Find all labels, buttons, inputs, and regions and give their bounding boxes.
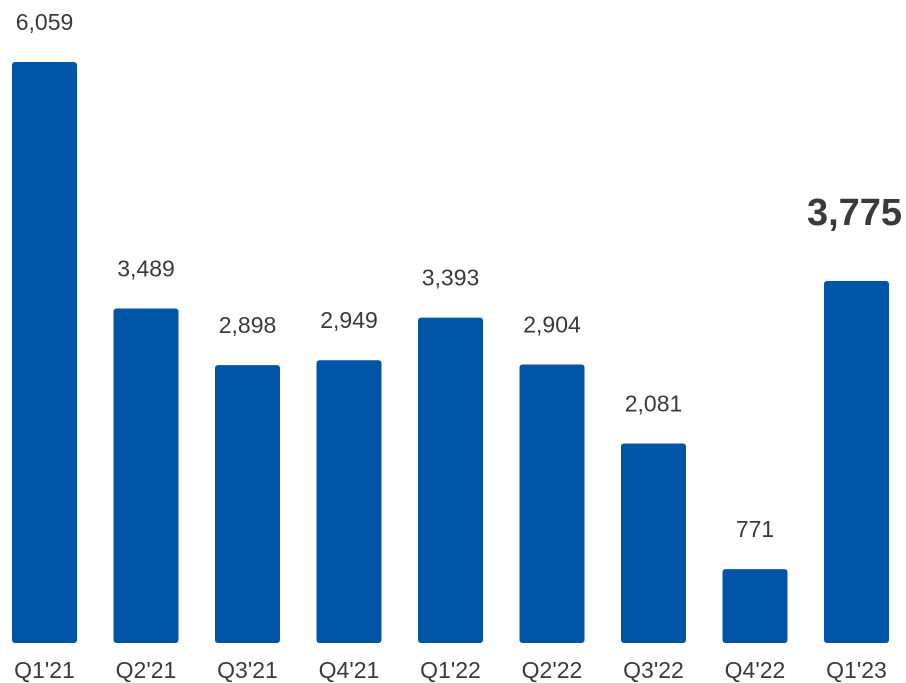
- bar-5: [519, 364, 585, 643]
- value-label-0: 6,059: [16, 9, 74, 35]
- bar-4: [418, 317, 483, 643]
- category-label-5: Q2'22: [522, 657, 583, 683]
- category-label-0: Q1'21: [14, 657, 75, 683]
- category-label-4: Q1'22: [420, 657, 481, 683]
- category-label-7: Q4'22: [725, 657, 786, 683]
- category-label-8: Q1'23: [826, 657, 887, 683]
- bar-1: [113, 308, 179, 643]
- value-label-5: 2,904: [523, 312, 581, 338]
- value-label-4: 3,393: [422, 265, 480, 291]
- category-label-2: Q3'21: [217, 657, 278, 683]
- value-label-2: 2,898: [219, 312, 277, 338]
- category-label-3: Q4'21: [319, 657, 380, 683]
- bar-7: [722, 569, 788, 643]
- bar-6: [621, 443, 686, 643]
- bar-0: [12, 62, 77, 643]
- category-label-6: Q3'22: [623, 657, 684, 683]
- value-label-3: 2,949: [320, 307, 378, 333]
- bar-2: [215, 365, 280, 643]
- bar-3: [316, 360, 382, 643]
- category-label-1: Q2'21: [116, 657, 177, 683]
- value-label-6: 2,081: [625, 390, 683, 416]
- value-label-7: 771: [736, 516, 774, 542]
- bar-8: [824, 281, 889, 643]
- value-label-1: 3,489: [117, 255, 175, 281]
- value-label-8: 3,775: [807, 192, 902, 234]
